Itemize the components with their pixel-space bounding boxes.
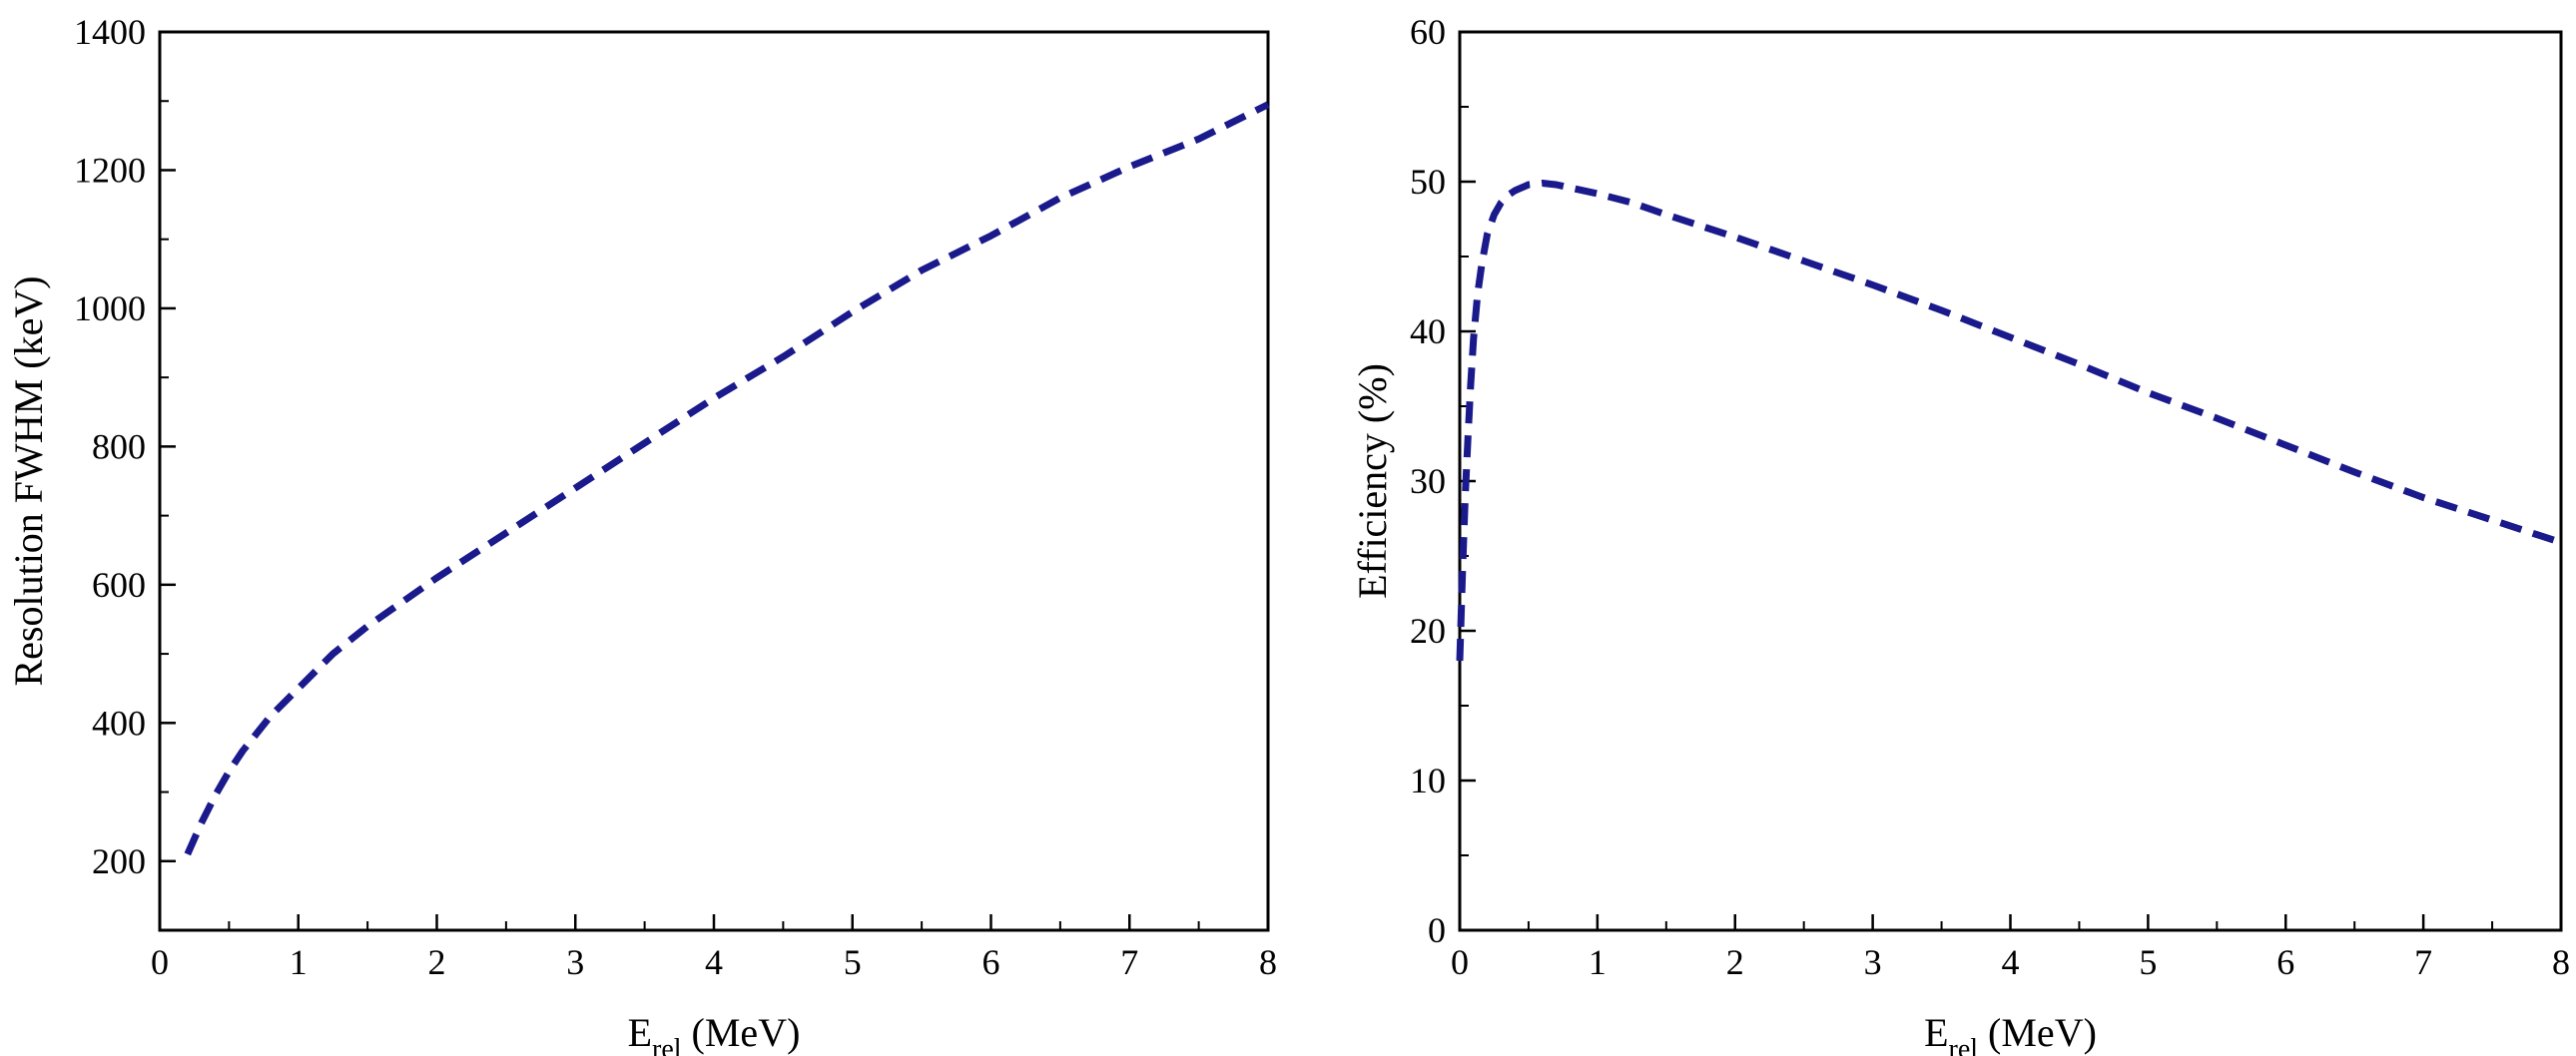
x-tick-label: 7 (1120, 942, 1138, 982)
x-tick-label: 0 (151, 942, 169, 982)
y-tick-label: 0 (1428, 910, 1446, 950)
x-tick-label: 2 (1726, 942, 1744, 982)
y-tick-label: 1000 (74, 288, 146, 328)
plot-frame (158, 30, 1270, 932)
y-tick-label: 30 (1410, 461, 1446, 501)
x-tick-label: 3 (566, 942, 584, 982)
x-tick-label: 8 (1259, 942, 1277, 982)
series-line-0 (184, 101, 1270, 856)
y-tick-label: 40 (1410, 311, 1446, 351)
x-tick-label: 5 (2139, 942, 2157, 982)
y-tick-label: 1400 (74, 12, 146, 52)
x-tick-label: 4 (2002, 942, 2020, 982)
x-axis-title: Erel (MeV) (628, 1010, 801, 1056)
efficiency-panel: 0 1 2 3 4 5 6 7 8 0 10 20 30 40 50 60 Erel (MeV) Efficien… (1350, 12, 2570, 1056)
y-tick-label: 60 (1410, 12, 1446, 52)
y-tick-label: 1200 (74, 150, 146, 190)
y-tick-label: 10 (1410, 761, 1446, 800)
x-axis-title-main: E (1924, 1010, 1948, 1055)
x-tick-label: 4 (705, 942, 723, 982)
x-tick-label: 0 (1451, 942, 1469, 982)
y-tick-label: 800 (92, 426, 146, 466)
series-line-0 (1456, 180, 2563, 662)
y-tick-label: 600 (92, 565, 146, 605)
x-axis-title-sub: rel (652, 1034, 682, 1056)
x-tick-label: 8 (2552, 942, 2570, 982)
x-tick-label: 1 (1589, 942, 1607, 982)
x-tick-label: 6 (982, 942, 1000, 982)
y-axis-title: Efficiency (%) (1350, 363, 1395, 599)
x-axis-title-sub: rel (1949, 1034, 1979, 1056)
x-tick-label: 1 (290, 942, 308, 982)
x-axis-title: Erel (MeV) (1924, 1010, 2097, 1056)
x-tick-label: 5 (844, 942, 862, 982)
plot-frame (1458, 30, 2563, 932)
x-axis-title-unit: (MeV) (682, 1010, 801, 1055)
y-tick-label: 400 (92, 703, 146, 743)
x-axis-title-main: E (628, 1010, 652, 1055)
y-tick-label: 50 (1410, 162, 1446, 202)
y-tick-label: 20 (1410, 611, 1446, 651)
y-tick-label: 200 (92, 841, 146, 881)
y-axis-title: Resolution FWHM (keV) (6, 275, 51, 686)
resolution-panel: 0 1 2 3 4 5 6 7 8 200 400 600 800 1000 1200 1400 Erel (M… (6, 12, 1277, 1056)
x-tick-label: 3 (1864, 942, 1882, 982)
x-tick-label: 6 (2276, 942, 2294, 982)
x-tick-label: 2 (428, 942, 446, 982)
x-axis-title-unit: (MeV) (1978, 1010, 2097, 1055)
x-tick-label: 7 (2414, 942, 2432, 982)
